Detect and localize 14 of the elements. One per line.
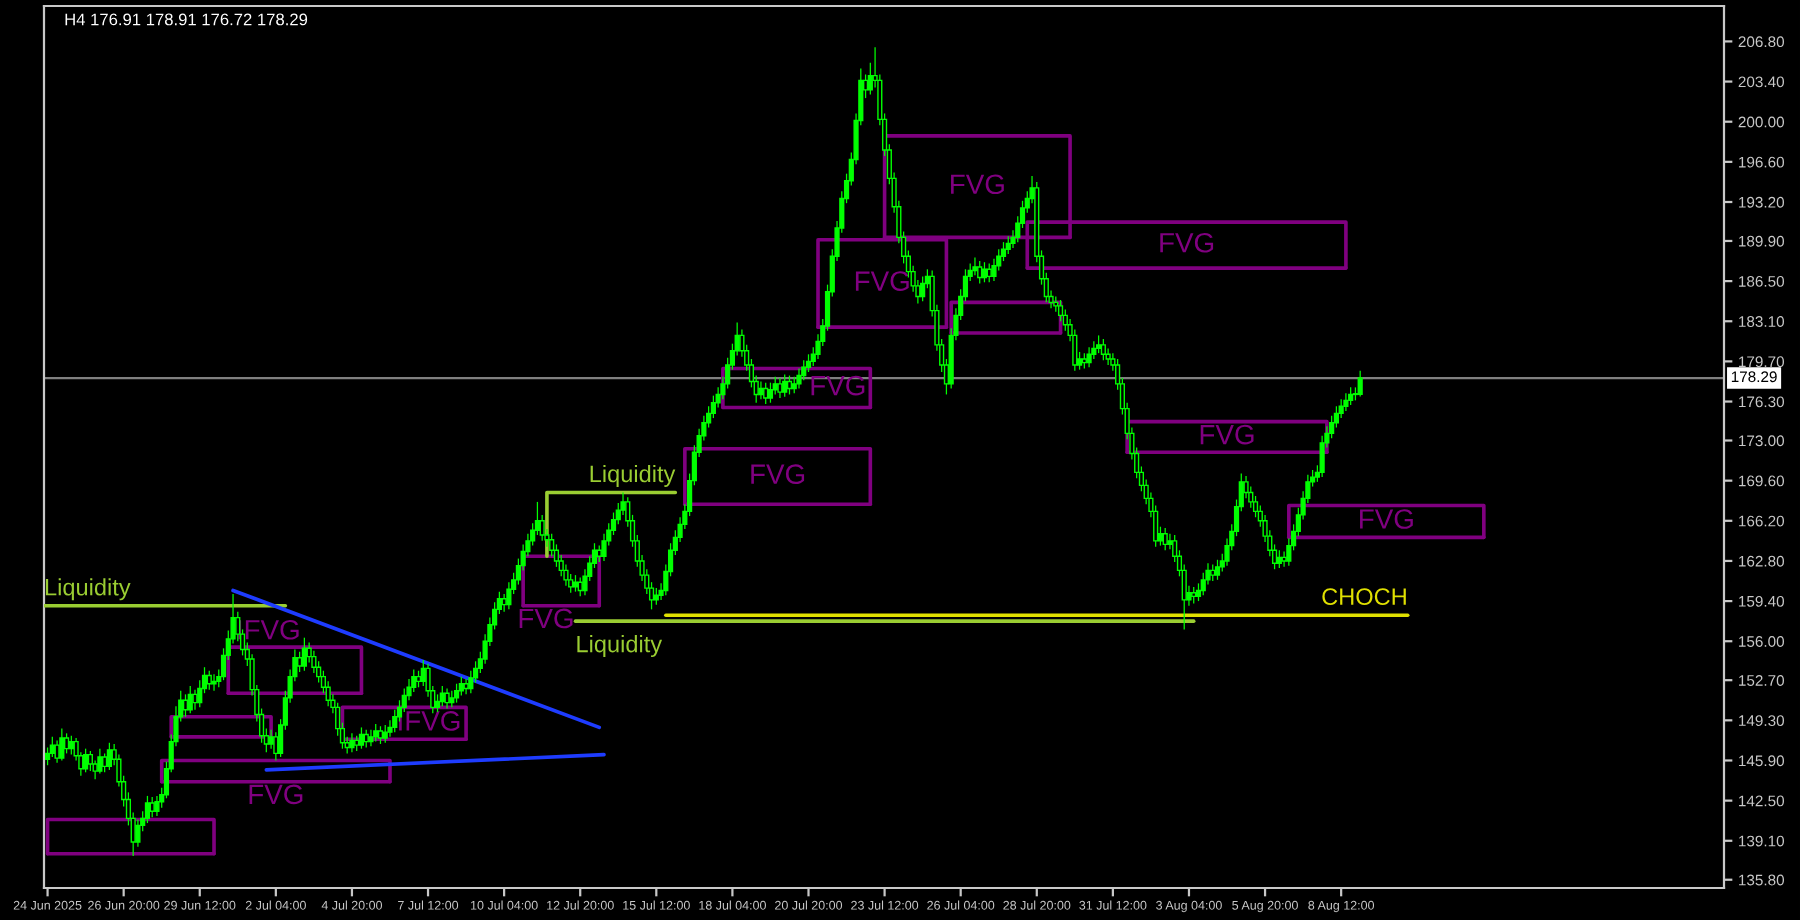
series-label: FVG (1360, 509, 1413, 529)
series-label: FVG (751, 464, 805, 484)
series-label: FVG (1160, 232, 1214, 253)
series-label: FVG (1200, 424, 1254, 445)
series-label: FVG (951, 174, 1004, 195)
series-label: Liquidity (577, 635, 663, 658)
series-label: Liquidity (45, 578, 131, 601)
series-label: FVG (855, 271, 909, 291)
series-label: FVG (519, 608, 573, 629)
series-label: FVG (249, 784, 303, 805)
series-label: FVG (811, 375, 865, 396)
series-label: CHOCH (1322, 588, 1406, 606)
chart-title: H4 176.91 178.91 176.72 178.29 (65, 13, 308, 26)
series-label: Liquidity (590, 464, 676, 487)
